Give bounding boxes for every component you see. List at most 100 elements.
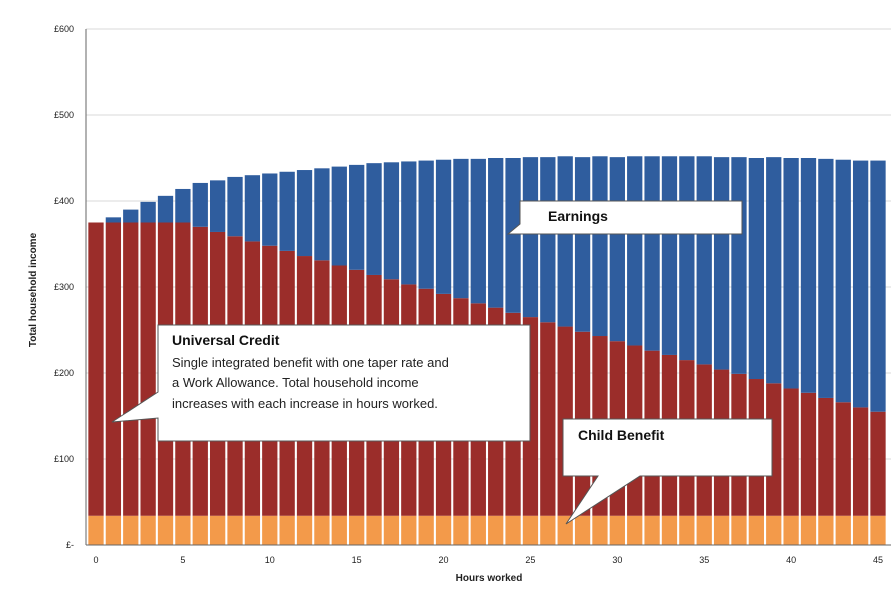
- y-tick-labels: £- £100 £200 £300 £400 £500 £600: [54, 24, 74, 550]
- bar-child-benefit-42: [818, 515, 834, 545]
- callout-child-benefit-title: Child Benefit: [578, 427, 665, 443]
- bar-earnings-5: [175, 188, 191, 223]
- bar-earnings-41: [800, 158, 817, 393]
- bars: [88, 156, 886, 545]
- bar-child-benefit-43: [835, 515, 851, 545]
- bar-child-benefit-15: [349, 515, 365, 545]
- bar-earnings-24: [505, 158, 521, 313]
- bar-child-benefit-14: [331, 515, 347, 545]
- y-tick-label: £100: [54, 454, 74, 464]
- x-tick-label: 30: [612, 555, 622, 565]
- bar-earnings-10: [262, 173, 278, 246]
- bar-child-benefit-9: [244, 515, 261, 545]
- bar-universal-credit-2: [123, 222, 139, 516]
- bar-child-benefit-18: [401, 515, 417, 545]
- callout-earnings-box: [506, 200, 743, 235]
- y-axis-label: Total household income: [28, 232, 39, 347]
- bar-child-benefit-33: [661, 515, 678, 545]
- bar-child-benefit-5: [175, 515, 191, 545]
- bar-earnings-30: [609, 157, 625, 342]
- bar-earnings-26: [540, 157, 556, 323]
- bar-child-benefit-19: [418, 515, 434, 545]
- bar-earnings-25: [522, 157, 539, 318]
- bar-child-benefit-34: [679, 515, 695, 545]
- bar-child-benefit-45: [870, 515, 886, 545]
- bar-earnings-21: [453, 158, 469, 299]
- x-tick-label: 45: [873, 555, 883, 565]
- bar-earnings-11: [279, 171, 295, 251]
- x-tick-label: 40: [786, 555, 796, 565]
- bar-child-benefit-40: [783, 515, 799, 545]
- x-tick-labels: 0 5 10 15 20 25 30 35 40 45: [93, 555, 883, 565]
- x-tick-label: 15: [352, 555, 362, 565]
- bar-earnings-35: [696, 156, 712, 365]
- bar-earnings-45: [870, 160, 886, 412]
- bar-universal-credit-1: [105, 222, 122, 516]
- bar-child-benefit-31: [627, 515, 643, 545]
- bar-earnings-9: [244, 175, 261, 242]
- callout-universal-credit-line-3: increases with each increase in hours wo…: [172, 396, 438, 411]
- bar-child-benefit-22: [470, 515, 486, 545]
- bar-earnings-3: [140, 201, 156, 223]
- x-tick-label: 35: [699, 555, 709, 565]
- bar-child-benefit-35: [696, 515, 712, 545]
- bar-earnings-1: [105, 217, 122, 223]
- bar-child-benefit-2: [123, 515, 139, 545]
- bar-universal-credit-44: [852, 407, 869, 516]
- bar-child-benefit-24: [505, 515, 521, 545]
- bar-earnings-33: [661, 156, 678, 355]
- bar-earnings-12: [296, 170, 313, 257]
- bar-earnings-20: [435, 159, 452, 294]
- bar-earnings-2: [123, 209, 139, 223]
- bar-earnings-44: [852, 160, 869, 408]
- bar-earnings-6: [192, 182, 208, 227]
- bar-child-benefit-7: [209, 515, 226, 545]
- bar-earnings-8: [227, 176, 243, 237]
- bar-universal-credit-3: [140, 222, 156, 516]
- callout-universal-credit: Universal Credit Single integrated benef…: [111, 324, 531, 442]
- bar-earnings-31: [627, 156, 643, 346]
- bar-universal-credit-26: [540, 322, 556, 516]
- bar-universal-credit-40: [783, 388, 799, 516]
- bar-earnings-38: [748, 158, 765, 380]
- bar-child-benefit-25: [522, 515, 539, 545]
- bar-earnings-36: [713, 157, 730, 370]
- bar-earnings-14: [331, 166, 347, 266]
- callout-child-benefit: Child Benefit: [562, 418, 773, 525]
- bar-earnings-18: [401, 161, 417, 285]
- bar-child-benefit-29: [592, 515, 608, 545]
- bar-child-benefit-37: [731, 515, 747, 545]
- x-tick-label: 5: [180, 555, 185, 565]
- bar-child-benefit-16: [366, 515, 382, 545]
- callout-child-benefit-box: [562, 418, 773, 525]
- bar-earnings-32: [644, 156, 660, 351]
- y-tick-label: £200: [54, 368, 74, 378]
- bar-earnings-29: [592, 156, 608, 337]
- bar-earnings-23: [488, 158, 504, 308]
- axes: [85, 29, 891, 546]
- bar-earnings-19: [418, 160, 434, 289]
- bar-earnings-39: [766, 157, 782, 384]
- bar-universal-credit-39: [766, 383, 782, 516]
- callout-universal-credit-box: [111, 324, 531, 442]
- bar-universal-credit-42: [818, 397, 834, 516]
- callout-earnings-title: Earnings: [548, 208, 608, 224]
- bar-child-benefit-38: [748, 515, 765, 545]
- bar-child-benefit-13: [314, 515, 330, 545]
- bar-earnings-34: [679, 156, 695, 361]
- bar-child-benefit-26: [540, 515, 556, 545]
- bar-child-benefit-4: [157, 515, 174, 545]
- y-tick-label: £500: [54, 110, 74, 120]
- bar-child-benefit-28: [574, 515, 591, 545]
- bar-child-benefit-23: [488, 515, 504, 545]
- bar-earnings-28: [574, 157, 591, 332]
- bar-child-benefit-3: [140, 515, 156, 545]
- callout-universal-credit-line-2: a Work Allowance. Total household income: [172, 375, 419, 390]
- callout-earnings: Earnings: [506, 200, 743, 235]
- y-tick-label: £300: [54, 282, 74, 292]
- bar-earnings-40: [783, 158, 799, 389]
- bar-earnings-22: [470, 158, 486, 304]
- bar-child-benefit-20: [435, 515, 452, 545]
